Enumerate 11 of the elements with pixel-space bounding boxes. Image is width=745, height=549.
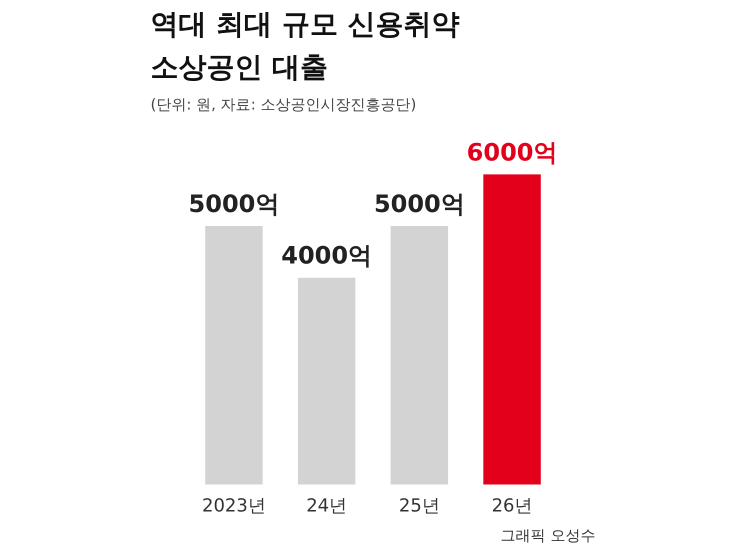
x-tick-label: 25년 [398, 496, 440, 516]
x-tick-label: 24년 [306, 496, 348, 516]
chart-subtitle: (단위: 원, 자료: 소상공인시장진흥공단) [150, 96, 416, 114]
data-label: 5000억 [374, 190, 465, 218]
x-tick-label: 26년 [492, 496, 533, 516]
text: 그래픽 오성수 [500, 526, 596, 544]
data-label: 5000억 [188, 190, 280, 218]
data-label: 6000억 [466, 138, 558, 166]
data-label: 4000억 [281, 242, 372, 270]
chart-title: 역대 최대 규모 신용취약 소상공인 대출 [150, 8, 460, 84]
x-tick-label: 2023년 [202, 496, 266, 516]
